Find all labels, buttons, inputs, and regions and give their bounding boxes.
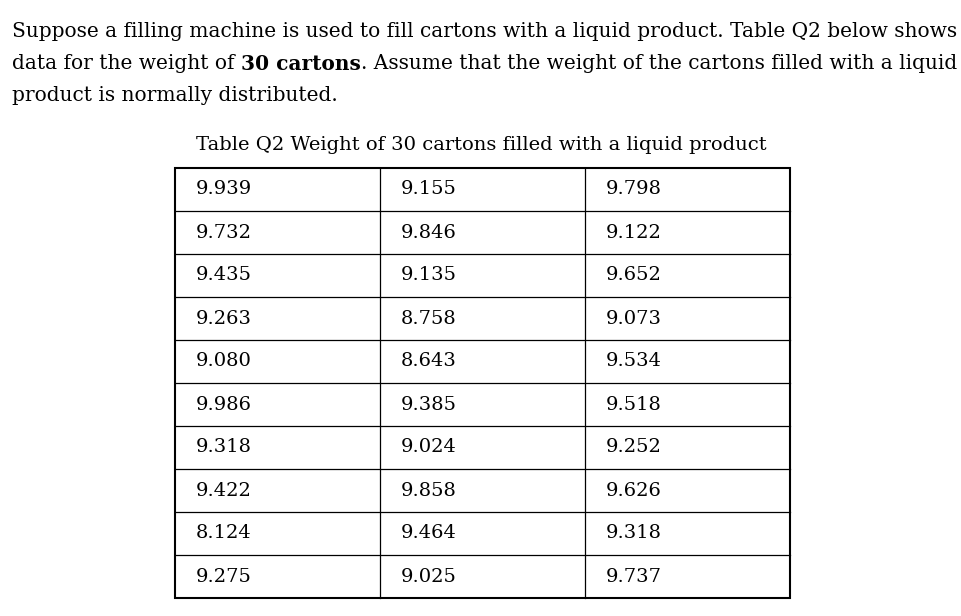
Text: 9.122: 9.122 — [604, 224, 660, 241]
Text: 9.073: 9.073 — [604, 309, 661, 328]
Text: 9.385: 9.385 — [400, 395, 456, 413]
Text: Table Q2 Weight of 30 cartons filled with a liquid product: Table Q2 Weight of 30 cartons filled wit… — [195, 136, 766, 154]
Text: 9.652: 9.652 — [604, 267, 660, 285]
Text: Suppose a filling machine is used to fill cartons with a liquid product. Table Q: Suppose a filling machine is used to fil… — [12, 22, 956, 41]
Text: 9.025: 9.025 — [400, 567, 456, 585]
Text: 9.737: 9.737 — [604, 567, 661, 585]
Text: 9.732: 9.732 — [195, 224, 251, 241]
Text: 9.080: 9.080 — [195, 352, 251, 370]
Text: 9.135: 9.135 — [400, 267, 456, 285]
Text: 9.518: 9.518 — [604, 395, 660, 413]
Text: 9.534: 9.534 — [604, 352, 661, 370]
Text: 9.252: 9.252 — [604, 439, 660, 456]
Text: 9.798: 9.798 — [604, 180, 661, 198]
Text: product is normally distributed.: product is normally distributed. — [12, 86, 337, 105]
Text: 9.275: 9.275 — [195, 567, 251, 585]
Text: 9.986: 9.986 — [195, 395, 251, 413]
Text: 9.435: 9.435 — [195, 267, 251, 285]
Text: 9.464: 9.464 — [400, 524, 456, 543]
Text: 8.124: 8.124 — [195, 524, 251, 543]
Text: 8.758: 8.758 — [400, 309, 456, 328]
Text: 8.643: 8.643 — [400, 352, 456, 370]
Text: data for the weight of: data for the weight of — [12, 54, 240, 73]
Text: . Assume that the weight of the cartons filled with a liquid: . Assume that the weight of the cartons … — [360, 54, 956, 73]
Text: 9.318: 9.318 — [604, 524, 661, 543]
Bar — [175, 168, 789, 598]
Text: 9.318: 9.318 — [195, 439, 251, 456]
Text: 9.846: 9.846 — [400, 224, 456, 241]
Text: 9.024: 9.024 — [400, 439, 456, 456]
Text: 30 cartons: 30 cartons — [240, 54, 360, 74]
Text: 9.155: 9.155 — [400, 180, 456, 198]
Text: 9.263: 9.263 — [195, 309, 251, 328]
Text: 9.939: 9.939 — [195, 180, 252, 198]
Text: 9.422: 9.422 — [195, 482, 251, 500]
Text: 9.626: 9.626 — [604, 482, 660, 500]
Text: 9.858: 9.858 — [400, 482, 456, 500]
